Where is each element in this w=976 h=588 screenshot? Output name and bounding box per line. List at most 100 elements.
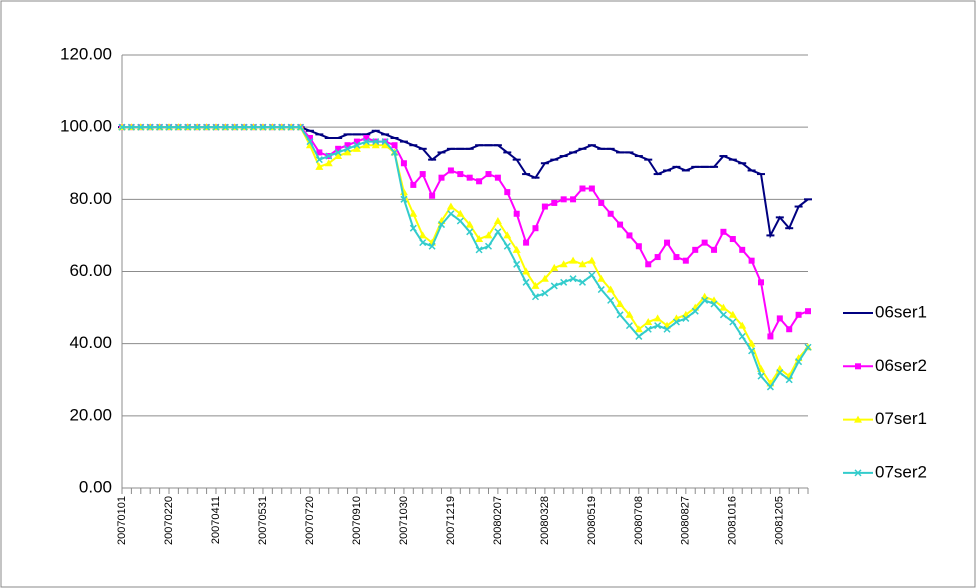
marker (475, 246, 483, 254)
marker (550, 282, 558, 290)
marker (446, 202, 455, 210)
marker (617, 221, 624, 228)
marker (381, 138, 389, 146)
marker (381, 141, 390, 149)
marker (494, 174, 501, 181)
marker (578, 260, 587, 268)
marker (654, 254, 661, 261)
marker (334, 148, 342, 156)
marker (804, 343, 812, 351)
marker (854, 469, 862, 477)
marker (654, 322, 662, 330)
marker (634, 325, 643, 333)
x-tick-label: 20070101 (116, 496, 128, 545)
x-tick-label: 20080827 (680, 496, 692, 545)
marker (400, 160, 407, 167)
marker (531, 281, 540, 289)
marker (692, 246, 699, 253)
marker (193, 123, 201, 131)
marker (711, 246, 718, 253)
marker (616, 311, 624, 319)
marker (541, 289, 549, 297)
marker (560, 196, 567, 203)
marker (720, 228, 727, 235)
marker (719, 303, 728, 311)
marker (476, 178, 483, 185)
marker (578, 278, 586, 286)
marker (418, 231, 427, 239)
marker (729, 318, 737, 326)
marker (607, 210, 614, 217)
marker (493, 216, 502, 224)
marker (606, 285, 615, 293)
marker (372, 138, 380, 146)
marker (231, 123, 239, 131)
marker (390, 148, 399, 156)
marker (457, 171, 464, 178)
marker (682, 314, 690, 322)
x-tick-label: 20071030 (398, 496, 410, 545)
marker (729, 236, 736, 243)
marker (409, 224, 417, 232)
marker (522, 278, 530, 286)
marker (855, 363, 861, 370)
marker (644, 325, 652, 333)
marker (625, 322, 633, 330)
marker (748, 347, 756, 355)
marker (635, 332, 643, 340)
marker (391, 142, 398, 149)
marker (532, 225, 539, 232)
marker (325, 152, 333, 160)
marker (531, 293, 540, 301)
marker (598, 199, 605, 206)
legend-label: 06ser2 (875, 356, 927, 375)
marker (174, 123, 182, 131)
marker (352, 144, 361, 152)
marker (419, 171, 426, 178)
marker (503, 242, 511, 250)
marker (465, 220, 474, 228)
marker (334, 152, 343, 160)
marker (503, 231, 512, 239)
marker (409, 209, 418, 217)
marker (767, 333, 774, 340)
marker (748, 257, 755, 264)
y-tick-label: 100.00 (60, 117, 112, 136)
marker (362, 141, 371, 149)
marker (297, 123, 305, 131)
marker (616, 299, 625, 307)
marker (766, 383, 774, 391)
marker (550, 263, 559, 271)
marker (710, 300, 718, 308)
marker (795, 311, 802, 318)
marker (184, 123, 192, 131)
marker (118, 123, 126, 131)
marker (306, 138, 314, 146)
marker (625, 310, 634, 318)
marker (504, 189, 511, 196)
marker (664, 239, 671, 246)
marker (438, 174, 445, 181)
marker (315, 156, 323, 164)
marker (738, 332, 746, 340)
y-tick-label: 0.00 (79, 477, 112, 496)
marker (353, 141, 361, 149)
marker (540, 274, 549, 282)
marker (663, 325, 671, 333)
marker (513, 260, 521, 268)
marker (315, 162, 324, 170)
marker (776, 369, 784, 377)
marker (523, 239, 530, 246)
marker (484, 242, 493, 250)
marker (287, 123, 295, 131)
marker (587, 256, 596, 264)
marker (344, 145, 352, 153)
marker (758, 279, 765, 286)
marker (786, 326, 793, 333)
marker (437, 221, 446, 229)
marker (165, 123, 173, 131)
marker (250, 123, 258, 131)
marker (466, 228, 474, 236)
marker (805, 308, 811, 315)
marker (701, 239, 708, 246)
